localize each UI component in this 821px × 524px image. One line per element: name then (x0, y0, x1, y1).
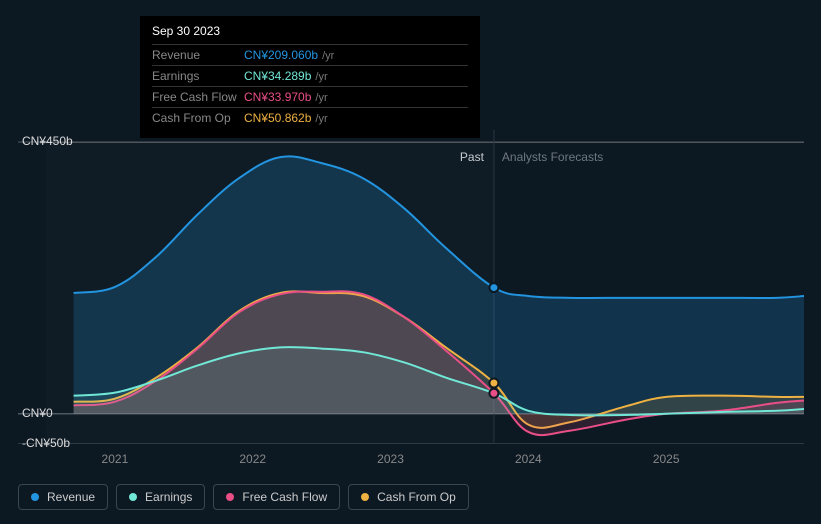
x-axis-label: 2021 (102, 452, 129, 466)
legend-item-label: Earnings (145, 490, 192, 504)
legend-item-label: Free Cash Flow (242, 490, 327, 504)
tooltip-row-value: CN¥33.970b (244, 90, 311, 104)
y-axis-label: -CN¥50b (22, 436, 70, 450)
tooltip-row-unit: /yr (315, 113, 327, 125)
financials-chart: Sep 30 2023 RevenueCN¥209.060b/yrEarning… (0, 0, 821, 524)
legend-dot-icon (129, 493, 137, 501)
tooltip-row-unit: /yr (315, 71, 327, 83)
x-axis-label: 2023 (377, 452, 404, 466)
tooltip-row: Cash From OpCN¥50.862b/yr (152, 107, 468, 128)
tooltip-row-value: CN¥50.862b (244, 111, 311, 125)
y-axis-label: CN¥450b (22, 134, 73, 148)
tooltip-row-value: CN¥209.060b (244, 48, 318, 62)
tooltip-row-label: Revenue (152, 48, 244, 62)
legend-dot-icon (361, 493, 369, 501)
x-axis-label: 2025 (653, 452, 680, 466)
tooltip-row-unit: /yr (322, 50, 334, 62)
tooltip-row-label: Free Cash Flow (152, 90, 244, 104)
legend-item-revenue[interactable]: Revenue (18, 484, 108, 510)
tooltip-row-value: CN¥34.289b (244, 69, 311, 83)
legend-dot-icon (226, 493, 234, 501)
marker-revenue (489, 283, 498, 292)
legend-item-cash_from_op[interactable]: Cash From Op (348, 484, 469, 510)
zone-label-future: Analysts Forecasts (502, 150, 603, 164)
tooltip-row: Free Cash FlowCN¥33.970b/yr (152, 86, 468, 107)
marker-cash_from_op (489, 378, 498, 387)
chart-tooltip: Sep 30 2023 RevenueCN¥209.060b/yrEarning… (140, 16, 480, 138)
legend-item-free_cash_flow[interactable]: Free Cash Flow (213, 484, 340, 510)
tooltip-date: Sep 30 2023 (152, 24, 468, 38)
chart-plot[interactable] (18, 130, 804, 444)
marker-free_cash_flow (489, 389, 498, 398)
y-axis-label: CN¥0 (22, 406, 53, 420)
zone-label-past: Past (460, 150, 484, 164)
legend-item-label: Cash From Op (377, 490, 456, 504)
legend-item-earnings[interactable]: Earnings (116, 484, 205, 510)
tooltip-row-label: Earnings (152, 69, 244, 83)
x-axis-label: 2024 (515, 452, 542, 466)
tooltip-row-unit: /yr (315, 92, 327, 104)
legend-item-label: Revenue (47, 490, 95, 504)
tooltip-row: RevenueCN¥209.060b/yr (152, 44, 468, 65)
tooltip-row: EarningsCN¥34.289b/yr (152, 65, 468, 86)
legend-dot-icon (31, 493, 39, 501)
x-axis-label: 2022 (239, 452, 266, 466)
tooltip-row-label: Cash From Op (152, 111, 244, 125)
chart-legend: Revenue Earnings Free Cash Flow Cash From O… (18, 484, 469, 510)
